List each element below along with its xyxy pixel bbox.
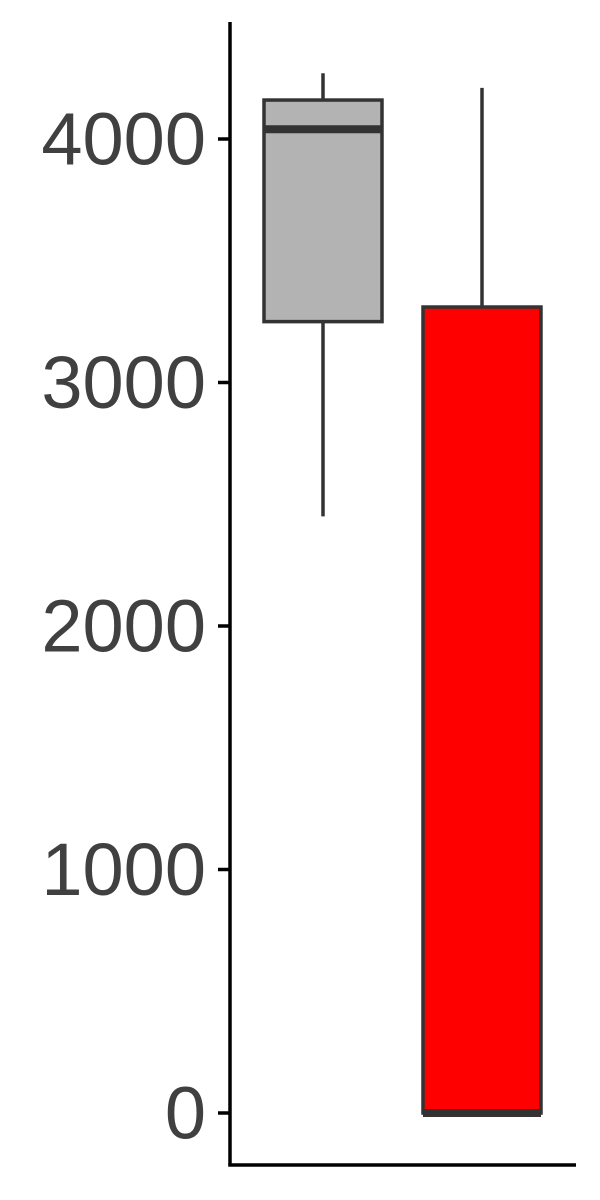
y-tick-label: 4000 <box>41 98 206 181</box>
box-group <box>421 87 543 1117</box>
box-rect <box>262 98 384 324</box>
box-group <box>262 73 384 517</box>
y-tick-label: 1000 <box>41 828 206 911</box>
y-tick-label: 0 <box>165 1072 206 1155</box>
y-tick-label: 2000 <box>41 585 206 668</box>
box-layer <box>262 73 543 1117</box>
box-rect <box>421 305 543 1115</box>
axis-layer: 0 1000 2000 3000 4000 <box>41 22 576 1167</box>
y-tick-label: 3000 <box>41 341 206 424</box>
